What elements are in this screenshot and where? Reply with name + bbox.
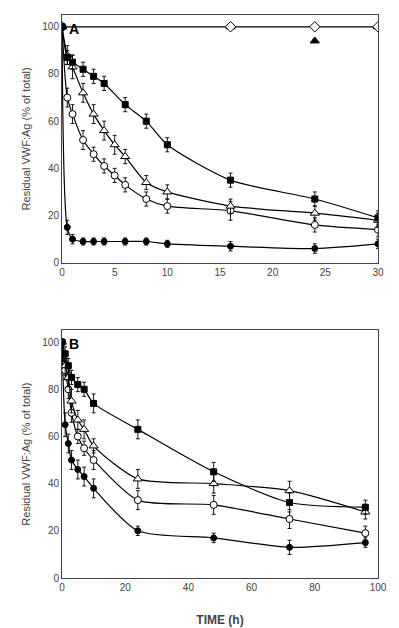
svg-text:25: 25 (320, 267, 332, 278)
svg-text:Residual VWF:Ag (% of total): Residual VWF:Ag (% of total) (20, 67, 32, 210)
svg-text:40: 40 (48, 478, 60, 489)
svg-text:10: 10 (162, 267, 174, 278)
svg-text:100: 100 (370, 582, 387, 593)
svg-text:20: 20 (48, 210, 60, 221)
svg-text:40: 40 (183, 582, 195, 593)
svg-text:20: 20 (120, 582, 132, 593)
svg-text:5: 5 (112, 267, 118, 278)
svg-text:20: 20 (48, 525, 60, 536)
svg-text:0: 0 (59, 582, 65, 593)
svg-text:100: 100 (42, 337, 59, 348)
svg-text:B: B (69, 336, 79, 352)
svg-text:0: 0 (59, 267, 65, 278)
svg-text:TIME (h): TIME (h) (196, 613, 243, 627)
svg-text:A: A (69, 21, 79, 37)
svg-text:0: 0 (53, 257, 59, 268)
svg-text:80: 80 (48, 68, 60, 79)
svg-text:60: 60 (246, 582, 258, 593)
svg-text:30: 30 (372, 267, 384, 278)
svg-text:60: 60 (48, 116, 60, 127)
svg-text:15: 15 (214, 267, 226, 278)
svg-text:60: 60 (48, 431, 60, 442)
svg-text:100: 100 (42, 21, 59, 32)
svg-text:0: 0 (53, 573, 59, 584)
svg-text:40: 40 (48, 163, 60, 174)
svg-text:80: 80 (309, 582, 321, 593)
svg-text:Residual VWF:Ag (% of total): Residual VWF:Ag (% of total) (20, 383, 32, 526)
svg-text:20: 20 (267, 267, 279, 278)
svg-text:80: 80 (48, 384, 60, 395)
